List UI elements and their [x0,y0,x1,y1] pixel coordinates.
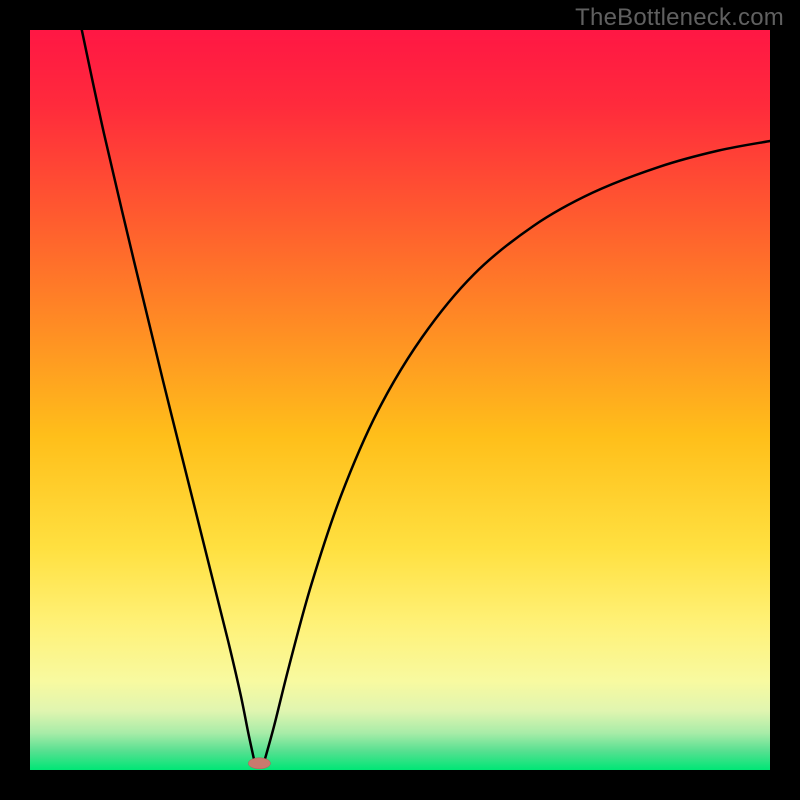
minimum-marker [248,758,270,769]
bottleneck-chart [0,0,800,800]
watermark-text: TheBottleneck.com [575,4,784,32]
chart-background [30,30,770,770]
chart-frame: TheBottleneck.com [0,0,800,800]
